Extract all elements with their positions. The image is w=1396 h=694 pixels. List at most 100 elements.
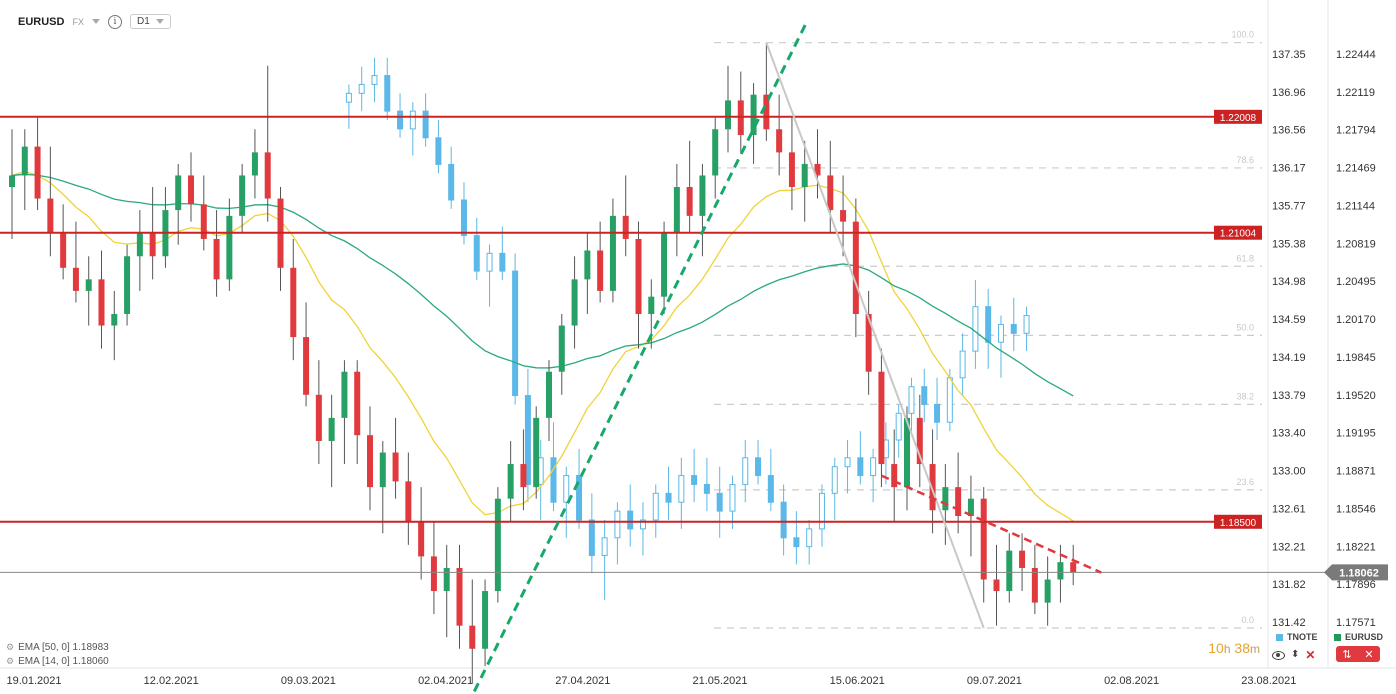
tnote-candle bbox=[345, 92, 352, 103]
timeframe-select[interactable]: D1 bbox=[129, 14, 171, 29]
eurusd-candle bbox=[558, 325, 565, 372]
x-tick-label: 19.01.2021 bbox=[6, 675, 61, 687]
tnote-candle bbox=[397, 110, 404, 130]
tnote-candle bbox=[550, 457, 557, 503]
x-tick-label: 21.05.2021 bbox=[692, 675, 747, 687]
eye-icon[interactable] bbox=[1272, 650, 1285, 660]
fib-level-label: 50.0 bbox=[1236, 322, 1254, 332]
tnote-candle bbox=[588, 519, 595, 557]
symbol-label[interactable]: EURUSD bbox=[18, 15, 65, 28]
tnote-candle bbox=[435, 137, 442, 165]
symbol-dropdown-icon[interactable] bbox=[91, 19, 100, 24]
y-right-tick-label: 1.18871 bbox=[1336, 466, 1376, 478]
eurusd-series-button[interactable]: ⇅ ✕ bbox=[1336, 646, 1380, 662]
eurusd-candle bbox=[264, 152, 271, 199]
reorder-icon[interactable]: ⬍ bbox=[1291, 649, 1300, 660]
tnote-candle bbox=[793, 537, 800, 548]
eurusd-candle bbox=[469, 625, 476, 649]
y-left-tick-label: 132.21 bbox=[1272, 541, 1306, 553]
tnote-candle bbox=[665, 492, 672, 503]
eurusd-candle bbox=[149, 233, 156, 257]
tnote-candle bbox=[831, 466, 838, 494]
eurusd-candle bbox=[290, 267, 297, 338]
y-right-tick-label: 1.17571 bbox=[1336, 617, 1376, 629]
tnote-candle bbox=[806, 528, 813, 548]
y-right-tick-label: 1.19845 bbox=[1336, 352, 1376, 364]
tnote-candle bbox=[460, 199, 467, 237]
tnote-candle bbox=[652, 492, 659, 521]
eurusd-candle bbox=[520, 464, 527, 488]
eurusd-candle bbox=[418, 521, 425, 557]
fib-level-label: 0.0 bbox=[1241, 615, 1254, 625]
eurusd-candle bbox=[392, 452, 399, 482]
eurusd-candle bbox=[648, 296, 655, 314]
fib-level-label: 100.0 bbox=[1231, 30, 1254, 40]
eurusd-candle bbox=[443, 567, 450, 592]
eurusd-candle bbox=[136, 233, 143, 257]
x-tick-label: 02.08.2021 bbox=[1104, 675, 1159, 687]
y-left-tick-label: 132.61 bbox=[1272, 503, 1306, 515]
eurusd-candle bbox=[98, 279, 105, 326]
eurusd-candle bbox=[597, 250, 604, 291]
eurusd-candle bbox=[916, 417, 923, 465]
price-level-tag bbox=[1214, 225, 1262, 240]
eurusd-candle bbox=[686, 187, 693, 216]
series-key-eurusd[interactable]: EURUSD bbox=[1334, 632, 1383, 642]
eurusd-candle bbox=[993, 579, 1000, 592]
tnote-candle bbox=[857, 457, 864, 477]
x-tick-label: 23.08.2021 bbox=[1241, 675, 1296, 687]
y-right-tick-label: 1.21144 bbox=[1336, 200, 1375, 212]
ema14-gear-icon[interactable]: ⚙ bbox=[6, 656, 15, 666]
candle-timer: 10h 38m bbox=[1208, 640, 1260, 656]
eurusd-candle bbox=[72, 267, 79, 291]
close-icon[interactable]: ✕ bbox=[1305, 648, 1316, 662]
tnote-candle bbox=[563, 475, 570, 503]
y-right-tick-label: 1.18221 bbox=[1336, 541, 1376, 553]
eurusd-candle bbox=[725, 100, 731, 130]
eurusd-candle bbox=[967, 498, 974, 517]
y-right-tick-label: 1.20819 bbox=[1336, 238, 1376, 250]
fib-level-label: 38.2 bbox=[1236, 391, 1254, 401]
eurusd-candle bbox=[494, 498, 501, 592]
eurusd-candle bbox=[456, 567, 463, 626]
ema14-legend[interactable]: ⚙ EMA [14, 0] 1.18060 bbox=[6, 656, 109, 667]
eurusd-candle bbox=[571, 279, 578, 326]
eurusd-candle bbox=[788, 152, 795, 187]
tnote-candle bbox=[384, 75, 391, 112]
tnote-candle bbox=[703, 483, 710, 494]
tnote-candle bbox=[1010, 323, 1017, 334]
y-right-tick-label: 1.20495 bbox=[1336, 276, 1376, 288]
eurusd-candle bbox=[85, 279, 92, 291]
eurusd-candle bbox=[379, 452, 386, 488]
exchange-label: FX bbox=[72, 16, 84, 27]
x-tick-label: 12.02.2021 bbox=[144, 675, 199, 687]
eurusd-candle bbox=[34, 146, 41, 199]
tnote-candle bbox=[742, 457, 749, 485]
chart-header: EURUSD FX i D1 bbox=[18, 14, 171, 29]
price-level-tag bbox=[1214, 109, 1262, 124]
price-level-label: 1.22008 bbox=[1220, 113, 1257, 124]
series-key-label: TNOTE bbox=[1287, 632, 1318, 642]
series-key-tnote[interactable]: TNOTE bbox=[1276, 632, 1318, 642]
tnote-candle bbox=[729, 483, 736, 512]
fib-anchor-line bbox=[765, 42, 985, 629]
x-tick-label: 09.03.2021 bbox=[281, 675, 336, 687]
ema14-label: EMA [14, 0] 1.18060 bbox=[18, 656, 109, 667]
tnote-swatch bbox=[1276, 633, 1283, 641]
ema50-gear-icon[interactable]: ⚙ bbox=[6, 642, 15, 652]
info-icon[interactable]: i bbox=[107, 14, 122, 29]
series-controls: ⬍ ✕ bbox=[1272, 648, 1315, 662]
y-right-tick-label: 1.22444 bbox=[1336, 49, 1376, 61]
eurusd-candle bbox=[1006, 550, 1013, 592]
price-level-label: 1.21004 bbox=[1220, 229, 1257, 240]
y-left-tick-label: 131.42 bbox=[1272, 617, 1306, 629]
eurusd-candle bbox=[673, 187, 680, 234]
eurusd-candle bbox=[904, 417, 910, 488]
eurusd-candle bbox=[980, 498, 987, 580]
tnote-candle bbox=[895, 412, 902, 441]
ema50-legend[interactable]: ⚙ EMA [50, 0] 1.18983 bbox=[6, 642, 109, 653]
tnote-candle bbox=[997, 323, 1004, 343]
y-left-tick-label: 131.82 bbox=[1272, 579, 1306, 591]
x-tick-label: 09.07.2021 bbox=[967, 675, 1022, 687]
